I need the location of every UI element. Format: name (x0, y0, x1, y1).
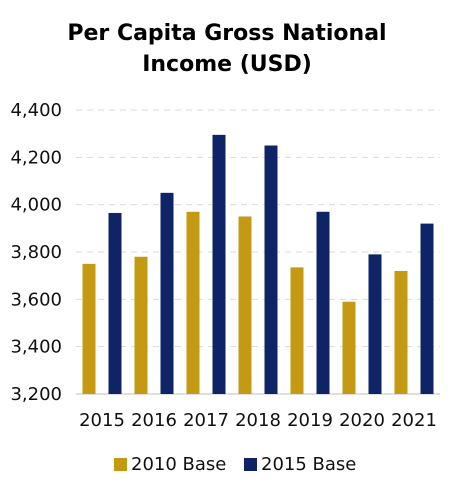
y-tick-label: 4,400 (10, 100, 62, 121)
gridlines (76, 109, 440, 395)
y-tick-label: 4,000 (10, 195, 62, 216)
bar-2010-base-2016 (134, 256, 148, 394)
legend-swatch-2010-base (114, 458, 127, 471)
y-tick-label: 3,200 (10, 384, 62, 405)
bar-2010-base-2020 (342, 301, 356, 394)
bar-2010-base-2018 (238, 216, 252, 394)
y-tick-label: 4,200 (10, 147, 62, 168)
bar-2010-base-2015 (82, 263, 96, 394)
bar-2010-base-2017 (186, 211, 200, 394)
bar-2015-base-2021 (420, 223, 434, 394)
legend: 2010 Base 2015 Base (114, 454, 356, 475)
legend-swatch-2015-base (244, 458, 257, 471)
bar-2015-base-2016 (160, 192, 174, 394)
bar-2010-base-2019 (290, 267, 304, 394)
bar-2015-base-2020 (368, 254, 382, 394)
x-tick-label: 2020 (339, 410, 385, 431)
bar-2015-base-2015 (108, 212, 122, 394)
bar-2015-base-2018 (264, 145, 278, 394)
chart-title-line-1: Per Capita Gross National (67, 21, 386, 46)
legend-label: 2010 Base (131, 454, 226, 475)
legend-label: 2015 Base (261, 454, 356, 475)
x-tick-label: 2021 (391, 410, 437, 431)
bar-2010-base-2021 (394, 270, 408, 394)
y-tick-label: 3,600 (10, 289, 62, 310)
chart-title-line-2: Income (USD) (142, 52, 312, 77)
x-tick-label: 2017 (183, 410, 229, 431)
bar-2015-base-2017 (212, 134, 226, 394)
x-tick-label: 2019 (287, 410, 333, 431)
x-axis-tick-labels: 2015 2016 2017 2018 2019 2020 2021 (79, 410, 437, 431)
y-tick-label: 3,800 (10, 242, 62, 263)
bars (82, 134, 434, 394)
y-tick-label: 3,400 (10, 337, 62, 358)
bar-2015-base-2019 (316, 211, 330, 394)
x-tick-label: 2016 (131, 410, 177, 431)
y-axis-tick-labels: 3,200 3,400 3,600 3,800 4,000 4,200 4,400 (10, 100, 62, 405)
x-tick-label: 2015 (79, 410, 125, 431)
x-tick-label: 2018 (235, 410, 281, 431)
